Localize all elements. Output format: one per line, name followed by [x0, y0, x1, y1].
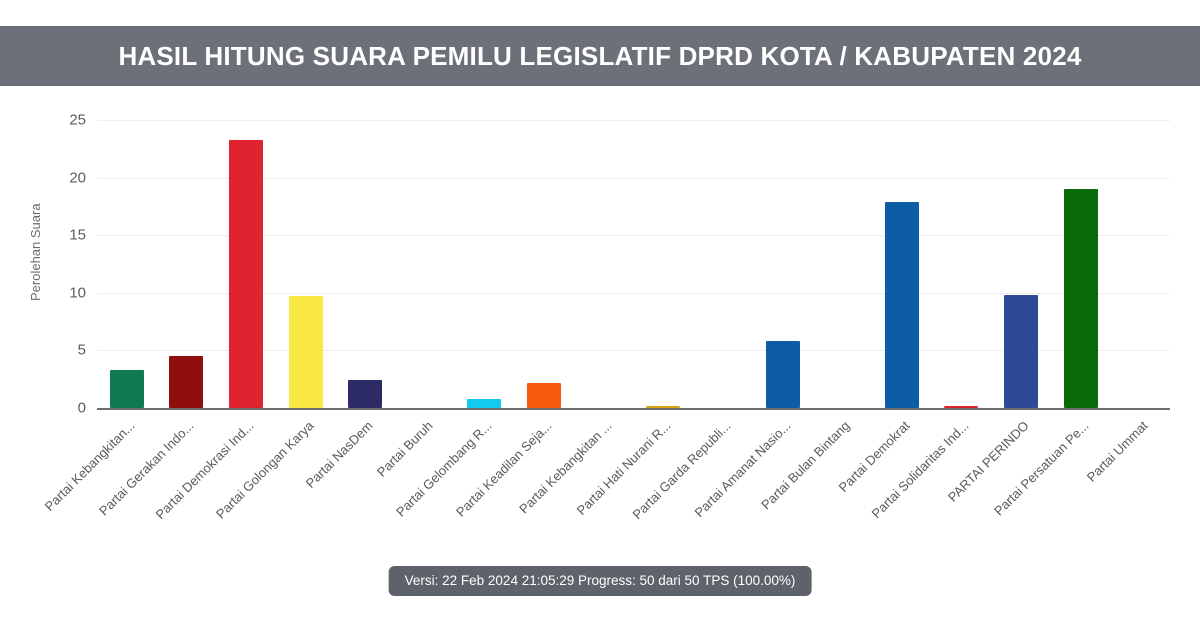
gridline: [97, 120, 1170, 121]
bar[interactable]: [467, 399, 502, 408]
gridline: [97, 177, 1170, 179]
bar[interactable]: [527, 383, 562, 408]
bar[interactable]: [288, 296, 323, 408]
status-badge: Versi: 22 Feb 2024 21:05:29 Progress: 50…: [388, 566, 812, 596]
y-axis-title: Perolehan Suara: [28, 203, 43, 301]
y-axis-tick-label: 10: [69, 284, 86, 302]
bar[interactable]: [348, 380, 383, 408]
gridline: [97, 350, 1170, 352]
y-axis-tick-label: 0: [77, 399, 86, 417]
bars-container: [97, 86, 1170, 556]
gridline: [97, 235, 1170, 237]
bar[interactable]: [169, 356, 204, 408]
bar[interactable]: [646, 406, 681, 408]
page-title: HASIL HITUNG SUARA PEMILU LEGISLATIF DPR…: [118, 40, 1082, 71]
chart-title-bar: HASIL HITUNG SUARA PEMILU LEGISLATIF DPR…: [0, 26, 1200, 86]
chart-plot-area: Perolehan Suara 0 5 10 15 20 25 Partai Kebang…: [0, 86, 1200, 556]
bar[interactable]: [1003, 295, 1038, 408]
bar[interactable]: [765, 341, 800, 408]
bar[interactable]: [944, 406, 979, 408]
bar[interactable]: [1063, 189, 1098, 408]
y-axis-tick-label: 5: [77, 341, 86, 359]
bar[interactable]: [109, 369, 144, 408]
x-axis-baseline: [97, 408, 1170, 410]
y-axis-tick-label: 15: [69, 226, 86, 244]
gridline: [97, 292, 1170, 294]
y-axis-tick-label: 20: [69, 169, 86, 187]
y-axis-tick-label: 25: [69, 111, 86, 129]
bar[interactable]: [884, 201, 919, 408]
bar[interactable]: [229, 139, 264, 408]
